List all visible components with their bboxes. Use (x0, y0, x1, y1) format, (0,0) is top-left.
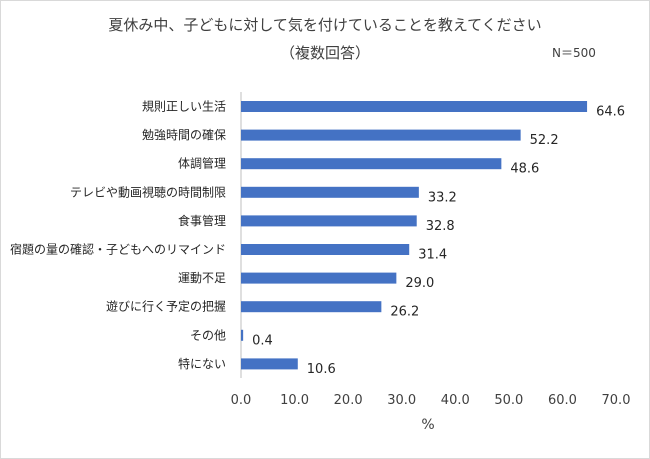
data-label-3: 33.2 (428, 190, 457, 205)
data-label-0: 64.6 (596, 105, 625, 120)
x-tick-label-3: 30.0 (387, 393, 416, 408)
data-label-8: 0.4 (252, 333, 273, 348)
x-tick-label-5: 50.0 (494, 393, 523, 408)
chart-title-line1: 夏休み中、子どもに対して気を付けていることを教えてください (108, 16, 542, 34)
category-label-1: 勉強時間の確保 (142, 127, 226, 142)
bar-3 (241, 186, 419, 198)
bar-9 (241, 358, 298, 370)
sample-size-label: N＝500 (552, 46, 596, 60)
x-tick-label-0: 0.0 (231, 393, 252, 408)
bar-6 (241, 272, 397, 284)
data-label-7: 26.2 (390, 305, 419, 320)
bar-8 (241, 329, 244, 341)
category-label-8: その他 (190, 328, 226, 342)
data-label-2: 48.6 (510, 162, 539, 177)
bar-5 (241, 244, 410, 255)
category-label-9: 特にない (178, 356, 226, 371)
bar-7 (241, 301, 382, 313)
x-axis-title: % (421, 417, 434, 433)
category-label-7: 遊びに行く予定の把握 (106, 299, 226, 314)
bar-2 (241, 158, 502, 170)
x-tick-label-7: 70.0 (602, 393, 631, 408)
category-label-6: 運動不足 (178, 271, 226, 285)
bar-0 (241, 101, 588, 112)
category-label-3: テレビや動画視聴の時間制限 (70, 184, 226, 199)
data-label-5: 31.4 (418, 248, 447, 263)
data-label-6: 29.0 (405, 276, 434, 291)
bar-4 (241, 215, 417, 227)
category-label-4: 食事管理 (178, 213, 226, 228)
x-tick-label-6: 60.0 (548, 393, 577, 408)
x-tick-label-2: 20.0 (334, 393, 363, 408)
chart-subtitle: （複数回答） (279, 44, 370, 62)
category-label-0: 規則正しい生活 (142, 99, 226, 114)
category-label-5: 宿題の量の確認・子どもへのリマインド (10, 242, 226, 257)
data-label-9: 10.6 (307, 362, 336, 377)
data-label-4: 32.8 (426, 219, 455, 234)
bar-1 (241, 129, 521, 141)
category-label-2: 体調管理 (178, 156, 226, 171)
data-label-1: 52.2 (530, 133, 559, 148)
x-tick-label-1: 10.0 (280, 393, 309, 408)
x-tick-label-4: 40.0 (441, 393, 470, 408)
